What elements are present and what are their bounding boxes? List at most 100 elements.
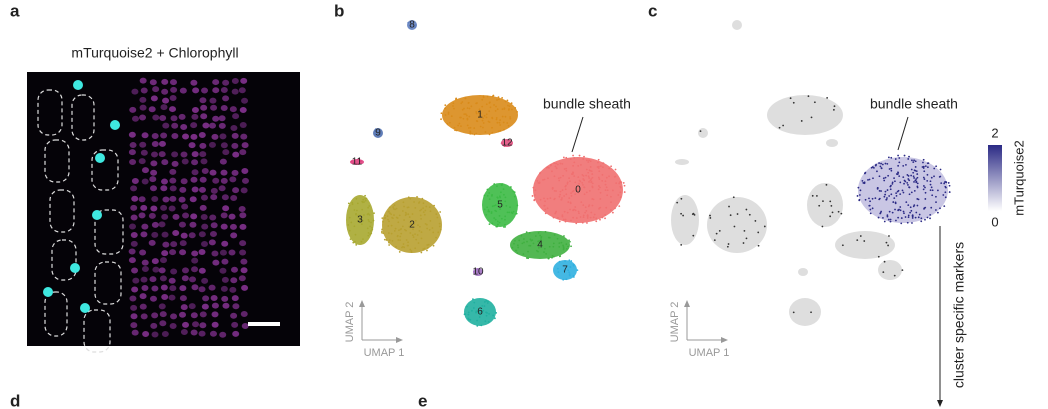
cell-point — [897, 164, 900, 167]
cell-point — [605, 206, 608, 209]
cell-point — [922, 176, 925, 179]
cell-point — [890, 167, 893, 170]
cell — [198, 330, 206, 337]
cell-point — [563, 210, 566, 213]
cell-point — [901, 189, 904, 192]
cell-point — [347, 224, 350, 226]
cell-point — [810, 311, 812, 314]
cell — [182, 212, 190, 219]
cell-point — [924, 191, 927, 194]
cell-point — [782, 124, 785, 127]
cell — [160, 204, 168, 211]
cell-point — [885, 198, 888, 201]
cell-point — [508, 105, 511, 108]
cell-point — [598, 178, 601, 180]
cell-point — [497, 223, 499, 226]
cell-point — [911, 159, 913, 162]
cell — [170, 86, 178, 93]
cell-point — [374, 133, 377, 136]
cell-point — [393, 214, 395, 216]
cell-point — [530, 239, 533, 242]
cell-point — [559, 193, 562, 196]
cell — [139, 303, 147, 310]
cell-point — [890, 184, 892, 187]
cell-point — [553, 198, 556, 201]
cell-point — [924, 198, 927, 200]
cell-point — [578, 212, 580, 215]
annotation-line — [571, 116, 584, 153]
cell — [179, 186, 187, 193]
cell-point — [400, 232, 403, 235]
cell — [209, 230, 217, 237]
cell-point — [610, 165, 613, 168]
cell-point — [473, 133, 476, 136]
cell-point — [481, 304, 484, 307]
cell-point — [899, 206, 902, 208]
cell — [152, 86, 160, 93]
cell-point — [911, 214, 914, 217]
cell-point — [393, 229, 396, 232]
cell-point — [915, 211, 918, 214]
cell-point — [522, 238, 525, 240]
cell-point — [830, 205, 833, 207]
cell-point — [405, 229, 407, 232]
axis-label: UMAP 1 — [364, 347, 405, 359]
cell-point — [487, 120, 490, 123]
cell-point — [368, 205, 371, 207]
cell-point — [598, 185, 600, 187]
cell-point — [452, 105, 454, 107]
cell-outline — [44, 139, 70, 183]
cell — [221, 258, 229, 265]
cell-point — [867, 179, 869, 181]
cell-point — [577, 164, 580, 167]
cell-point — [861, 179, 864, 182]
cell-point — [410, 222, 413, 225]
cell-point — [409, 232, 412, 234]
cell-point — [902, 191, 905, 194]
cell-point — [486, 194, 489, 197]
cell-point — [348, 216, 351, 219]
cell-point — [825, 183, 828, 186]
cell-point — [605, 186, 608, 189]
cluster — [501, 139, 513, 147]
cell-point — [816, 195, 818, 197]
cell — [211, 133, 219, 140]
cell-point — [440, 118, 442, 121]
cell-point — [562, 174, 565, 177]
cell-point — [454, 129, 457, 132]
cell-point — [729, 214, 732, 217]
cell-point — [920, 217, 923, 220]
cell — [130, 304, 138, 311]
cell-point — [481, 310, 483, 313]
cell — [199, 142, 207, 149]
cell — [160, 132, 168, 139]
cell — [159, 320, 167, 327]
cell-point — [916, 185, 919, 188]
cell — [212, 87, 220, 94]
cell-point — [883, 195, 886, 198]
cell — [151, 312, 159, 319]
cell — [240, 311, 248, 318]
cell-point — [597, 176, 600, 179]
cell-point — [485, 311, 487, 314]
cell — [239, 249, 247, 256]
cell-point — [610, 209, 612, 211]
cell-outline — [94, 209, 124, 255]
cell — [161, 213, 169, 220]
cell-point — [757, 231, 760, 234]
cell — [150, 322, 158, 329]
cell-point — [420, 251, 423, 254]
cell-point — [893, 177, 895, 180]
panel-title: mTurquoise2 + Chlorophyll — [71, 45, 238, 61]
cell-point — [537, 246, 540, 249]
colorbar-tick: 0 — [991, 214, 998, 229]
cell-point — [493, 204, 496, 207]
cell-point — [543, 178, 546, 181]
cell — [129, 158, 137, 165]
cell — [229, 176, 237, 183]
cell — [200, 240, 208, 247]
cell-point — [570, 245, 572, 248]
cell-point — [495, 311, 498, 314]
cell-point — [444, 104, 447, 107]
cell-point — [935, 201, 937, 204]
